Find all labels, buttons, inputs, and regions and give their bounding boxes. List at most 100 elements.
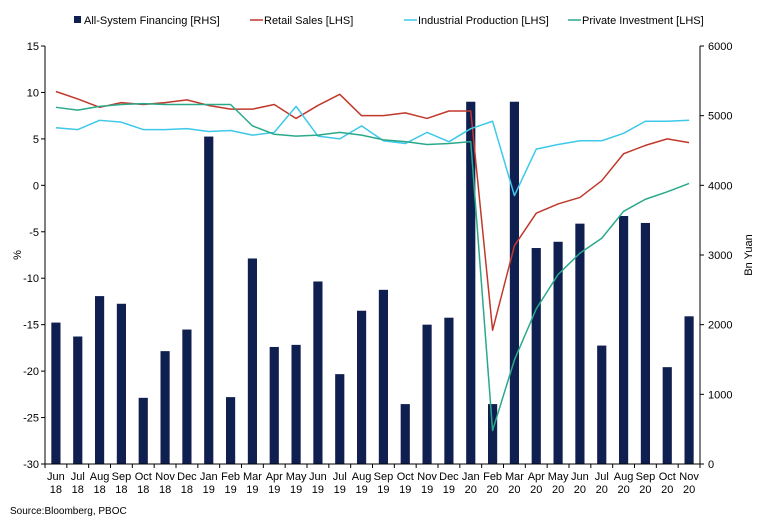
series-line-1 (55, 90, 690, 331)
bar (488, 404, 498, 464)
y-tick-label-right: 4000 (708, 180, 732, 192)
bar (73, 336, 83, 464)
x-tick-label-year: 19 (268, 484, 280, 496)
x-tick-label-month: Dec (439, 471, 459, 483)
y-tick-label-right: 1000 (708, 389, 732, 401)
bar (291, 344, 301, 464)
x-tick-label-year: 20 (486, 484, 498, 496)
y-tick-label-right: 0 (708, 459, 714, 471)
y-tick-label-left: -30 (23, 459, 39, 471)
x-tick-label-month: Oct (397, 471, 414, 483)
bar (204, 136, 214, 464)
y-tick-label-right: 5000 (708, 111, 732, 123)
y-axis-title-right: Bn Yuan (743, 234, 755, 275)
legend-label: Industrial Production [LHS] (418, 15, 549, 27)
x-tick-label-month: Mar (243, 471, 262, 483)
legend: All-System Financing [RHS] Retail Sales [… (74, 15, 704, 27)
bar (226, 397, 236, 464)
x-tick-label-year: 18 (72, 484, 84, 496)
x-tick-label-year: 19 (203, 484, 215, 496)
x-tick-label-month: Jun (309, 471, 327, 483)
legend-label: All-System Financing [RHS] (84, 15, 220, 27)
bar (531, 248, 541, 464)
x-tick-label-year: 19 (224, 484, 236, 496)
x-tick-label-month: Jan (200, 471, 218, 483)
x-tick-label-month: Nov (155, 471, 175, 483)
x-tick-label-month: Jul (333, 471, 347, 483)
bar (51, 322, 61, 464)
x-tick-label-month: Aug (614, 471, 634, 483)
x-tick-label-month: Jan (462, 471, 480, 483)
y-tick-label-left: -5 (29, 227, 39, 239)
x-tick-label-month: Sep (112, 471, 132, 483)
bar (662, 367, 672, 464)
x-tick-label-month: Jul (595, 471, 609, 483)
x-tick-label-month: Aug (352, 471, 372, 483)
bar (400, 404, 410, 464)
y-tick-label-right: 6000 (708, 41, 732, 53)
series-line-2 (55, 105, 690, 197)
legend-label: Retail Sales [LHS] (264, 15, 353, 27)
bar-series (51, 101, 694, 464)
x-tick-label-year: 20 (596, 484, 608, 496)
x-tick-label-year: 18 (50, 484, 62, 496)
y-tick-label-left: 10 (27, 87, 39, 99)
x-tick-label-month: Jun (47, 471, 65, 483)
x-tick-label-year: 19 (399, 484, 411, 496)
bar (247, 258, 257, 464)
bar (444, 317, 454, 464)
x-tick-label-year: 18 (181, 484, 193, 496)
x-tick-label-month: Nov (417, 471, 437, 483)
x-tick-label-year: 19 (312, 484, 324, 496)
bar (619, 215, 629, 464)
y-tick-label-left: 5 (33, 134, 39, 146)
series-line-3 (55, 102, 690, 432)
x-tick-label-month: Apr (528, 471, 545, 483)
bar (138, 397, 148, 464)
y-tick-label-left: -10 (23, 273, 39, 285)
legend-label: Private Investment [LHS] (582, 15, 704, 27)
x-tick-label-year: 20 (661, 484, 673, 496)
x-tick-label-year: 20 (683, 484, 695, 496)
bar (509, 101, 519, 464)
x-tick-label-month: Sep (374, 471, 394, 483)
x-tick-label-year: 19 (377, 484, 389, 496)
bar (378, 289, 388, 464)
bar (466, 101, 476, 464)
x-tick-label-year: 20 (530, 484, 542, 496)
axes: 15 10 5 0 -5 -10 -15 -20 -25 -30 6000 5000 4000 3000 2… (12, 41, 755, 496)
x-tick-label-month: Jul (71, 471, 85, 483)
x-tick-label-year: 18 (137, 484, 149, 496)
x-tick-label-year: 19 (246, 484, 258, 496)
bar (269, 346, 279, 464)
y-tick-label-left: 15 (27, 41, 39, 53)
x-tick-label-year: 19 (355, 484, 367, 496)
bar (640, 222, 650, 464)
x-tick-label-year: 20 (639, 484, 651, 496)
x-tick-label-month: Dec (177, 471, 197, 483)
y-tick-label-left: -15 (23, 320, 39, 332)
source-note: Source:Bloomberg, PBOC (10, 506, 127, 517)
y-axis-title-left: % (12, 250, 24, 260)
x-tick-label-month: Oct (659, 471, 676, 483)
x-tick-label-year: 20 (574, 484, 586, 496)
bar (182, 329, 192, 464)
x-tick-label-month: May (286, 471, 307, 483)
x-tick-label-year: 18 (93, 484, 105, 496)
x-tick-label-month: Aug (90, 471, 110, 483)
y-tick-label-right: 3000 (708, 250, 732, 262)
bar (422, 324, 432, 464)
x-tick-label-year: 19 (334, 484, 346, 496)
bar (313, 281, 323, 464)
bar (116, 303, 126, 464)
bar (597, 345, 607, 464)
x-tick-label-year: 18 (159, 484, 171, 496)
y-tick-label-left: -25 (23, 413, 39, 425)
x-tick-label-month: Jun (571, 471, 589, 483)
bar (575, 223, 585, 464)
x-tick-label-year: 19 (421, 484, 433, 496)
bar (95, 296, 105, 464)
x-tick-label-month: Feb (221, 471, 240, 483)
x-tick-label-month: May (548, 471, 569, 483)
